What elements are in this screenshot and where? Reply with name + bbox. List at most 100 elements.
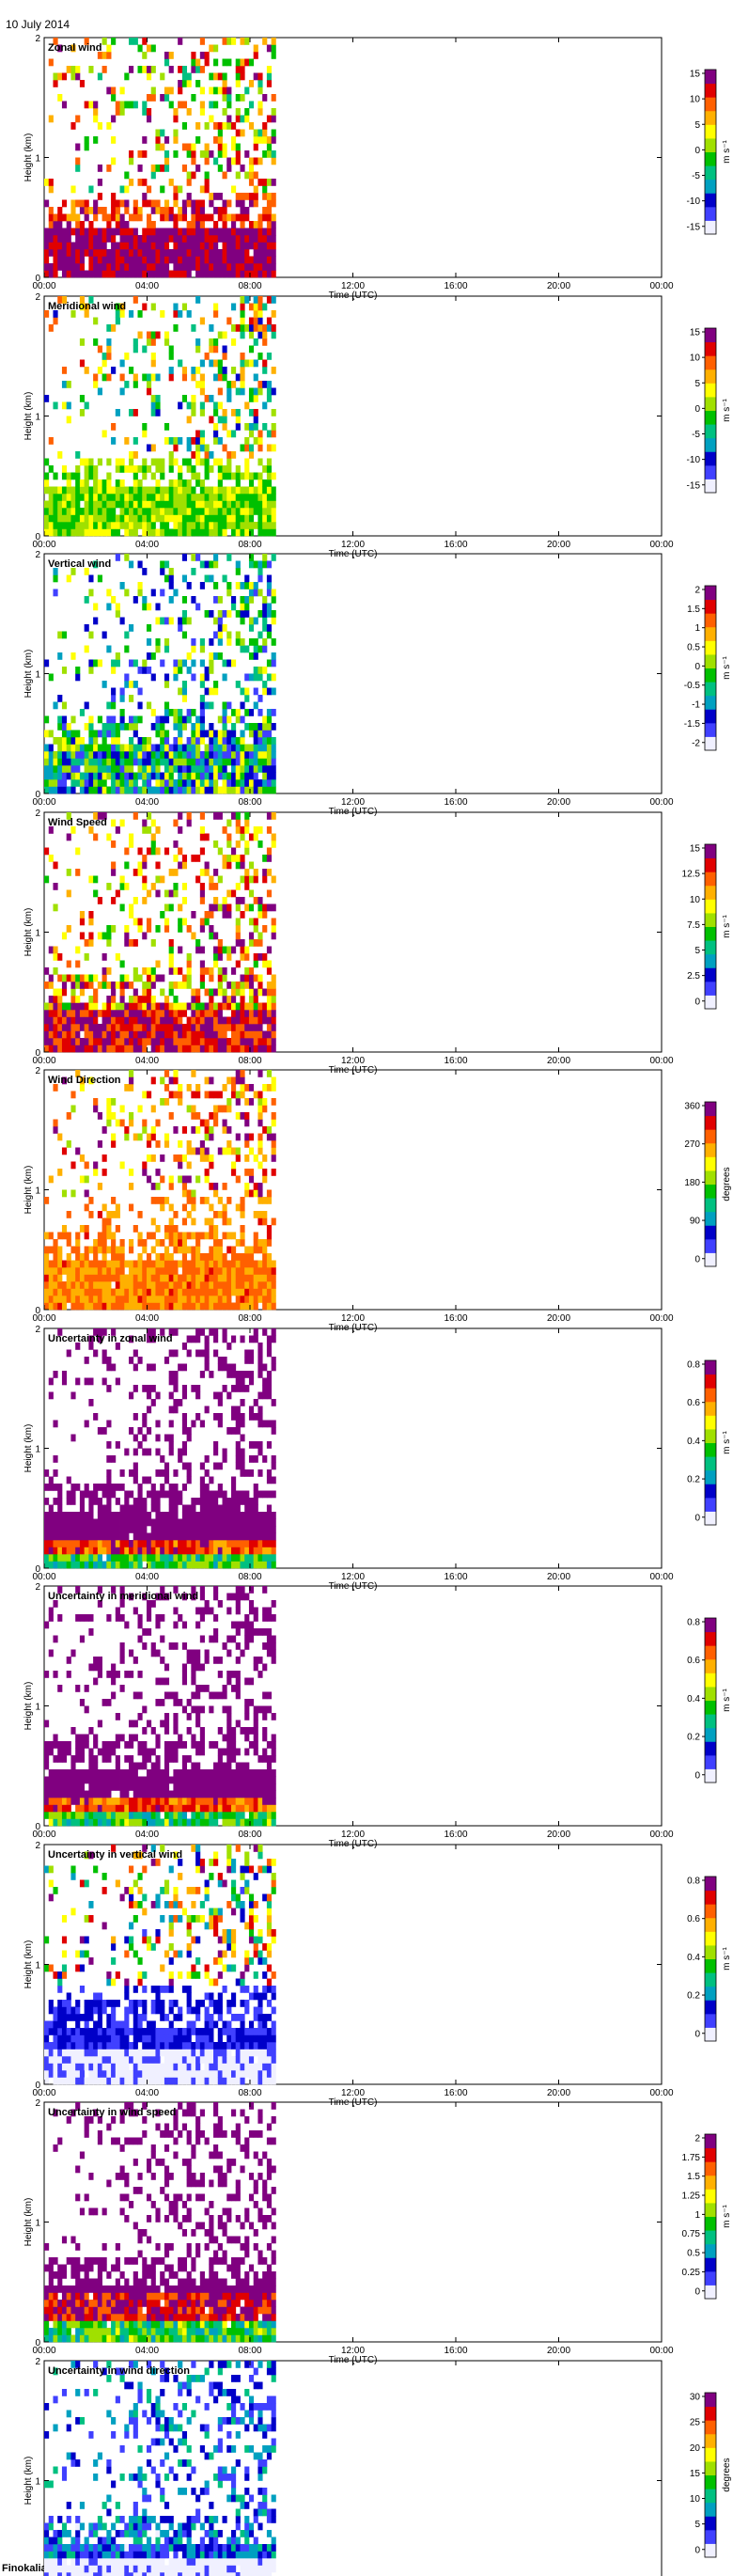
heatmap-cell <box>150 1484 156 1491</box>
heatmap-cell <box>129 560 134 569</box>
heatmap-cell <box>266 730 273 738</box>
heatmap-cell <box>164 681 170 688</box>
heatmap-cell <box>142 855 148 862</box>
heatmap-cell <box>253 617 258 625</box>
heatmap-cell <box>257 610 263 618</box>
heatmap-cell <box>248 157 255 165</box>
heatmap-cell <box>79 508 86 515</box>
heatmap-cell <box>191 737 196 745</box>
heatmap-cell <box>57 256 63 264</box>
heatmap-cell <box>142 1010 148 1017</box>
heatmap-cell <box>173 758 179 766</box>
heatmap-cell <box>150 256 156 264</box>
heatmap-cell <box>240 115 245 123</box>
heatmap-cell <box>199 486 205 495</box>
heatmap-cell <box>137 918 143 926</box>
heatmap-cell <box>248 359 255 368</box>
heatmap-cell <box>137 165 143 172</box>
heatmap-cell <box>253 1038 258 1045</box>
heatmap-cell <box>155 514 161 523</box>
heatmap-cell <box>142 1038 148 1045</box>
heatmap-cell <box>44 1526 50 1533</box>
heatmap-cell <box>101 1225 107 1233</box>
heatmap-cell <box>204 185 210 194</box>
heatmap-cell <box>195 235 201 243</box>
heatmap-cell <box>168 508 174 515</box>
heatmap-cell <box>240 1076 245 1085</box>
heatmap-cell <box>240 1274 245 1282</box>
heatmap-cell <box>217 1030 223 1039</box>
heatmap-cell <box>168 235 174 243</box>
heatmap-cell <box>84 1490 89 1499</box>
heatmap-cell <box>133 1434 138 1442</box>
heatmap-cell <box>142 1532 148 1541</box>
heatmap-cell <box>75 1561 81 1569</box>
heatmap-cell <box>199 1253 205 1261</box>
heatmap-cell <box>137 1441 143 1449</box>
heatmap-cell <box>226 508 232 515</box>
heatmap-cell <box>88 1504 94 1513</box>
heatmap-cell <box>178 1091 183 1099</box>
heatmap-cell <box>195 1126 201 1134</box>
heatmap-cell <box>93 199 99 208</box>
heatmap-cell <box>217 359 223 368</box>
heatmap-cell <box>133 988 138 997</box>
heatmap-cell <box>150 758 156 766</box>
heatmap-cell <box>173 589 179 597</box>
heatmap-cell <box>48 486 54 495</box>
heatmap-cell <box>129 101 134 109</box>
heatmap-cell <box>181 1427 188 1435</box>
heatmap-cell <box>70 1554 76 1562</box>
heatmap-cell <box>204 1561 210 1569</box>
heatmap-cell <box>70 514 76 523</box>
heatmap-cell <box>137 560 143 569</box>
heatmap-cell <box>204 1197 210 1204</box>
heatmap-cell <box>129 1274 134 1282</box>
heatmap-cell <box>181 758 188 766</box>
heatmap-cell <box>111 869 117 876</box>
heatmap-cell <box>266 1274 273 1282</box>
heatmap-cell <box>253 560 258 569</box>
heatmap-cell <box>262 596 268 604</box>
heatmap-cell <box>129 772 134 780</box>
heatmap-cell <box>124 723 130 730</box>
heatmap-cell <box>217 1038 223 1045</box>
heatmap-cell <box>199 221 205 228</box>
heatmap-cell <box>231 136 237 144</box>
heatmap-cell <box>226 1302 232 1311</box>
heatmap-cell <box>115 1441 120 1449</box>
heatmap-cell <box>61 932 68 940</box>
heatmap-cell <box>79 1076 86 1085</box>
heatmap-cell <box>181 1253 188 1261</box>
heatmap-cell <box>204 143 210 151</box>
heatmap-cell <box>97 751 102 759</box>
heatmap-cell <box>262 1267 268 1275</box>
heatmap-cell <box>124 494 130 501</box>
heatmap-cell <box>133 1302 138 1311</box>
heatmap-cell <box>209 1547 214 1555</box>
heatmap-cell <box>244 610 250 618</box>
heatmap-cell <box>217 416 223 424</box>
heatmap-cell <box>248 932 255 940</box>
heatmap-cell <box>209 883 214 890</box>
heatmap-cell <box>155 270 161 278</box>
heatmap-cell <box>168 500 174 509</box>
heatmap-cell <box>155 786 161 794</box>
heatmap-cell <box>129 1112 134 1120</box>
heatmap-cell <box>84 786 89 794</box>
heatmap-cell <box>181 1189 188 1198</box>
heatmap-cell <box>129 270 134 278</box>
heatmap-cell <box>168 903 174 912</box>
heatmap-cell <box>262 193 268 200</box>
heatmap-cell <box>150 1126 156 1134</box>
heatmap-cell <box>213 44 219 53</box>
heatmap-cell <box>146 1547 152 1555</box>
heatmap-cell <box>70 1561 76 1569</box>
heatmap-cell <box>262 1211 268 1218</box>
heatmap-cell <box>97 508 102 515</box>
heatmap-cell <box>106 1288 112 1296</box>
heatmap-cell <box>84 270 89 278</box>
heatmap-cell <box>84 1540 89 1547</box>
heatmap-cell <box>181 918 188 926</box>
heatmap-cell <box>222 416 227 424</box>
